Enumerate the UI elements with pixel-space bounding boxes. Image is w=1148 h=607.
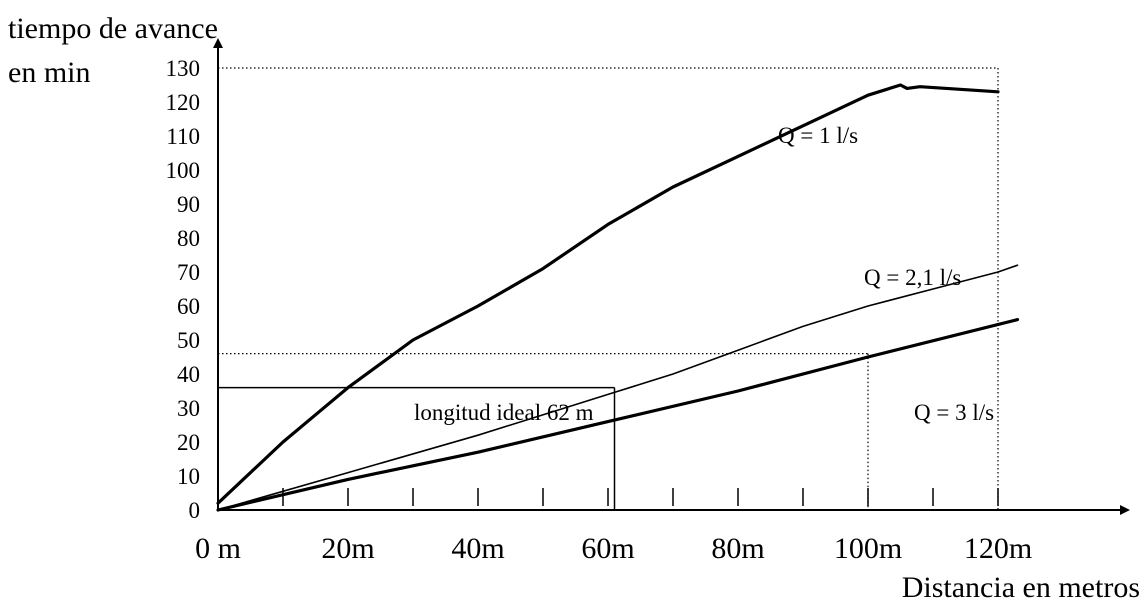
series-label-3: Q = 3 l/s <box>914 400 994 425</box>
y-tick-label: 30 <box>177 396 200 421</box>
y-tick-label: 130 <box>166 56 201 81</box>
x-tick-label: 80m <box>711 532 764 565</box>
y-axis-label-line1: tiempo de avance <box>8 12 218 45</box>
y-ticks: 0 10 20 30 40 50 60 70 80 90 100 110 120 130 <box>166 56 201 523</box>
series-labels: Q = 1 l/s Q = 2,1 l/s Q = 3 l/s longitud id… <box>414 123 994 425</box>
y-tick-label: 0 <box>189 498 201 523</box>
x-tick-label: 60m <box>581 532 634 565</box>
x-axis-label: Distancia en metros <box>902 571 1140 604</box>
y-tick-label: 100 <box>166 158 201 183</box>
series-line-1 <box>216 83 1000 505</box>
y-axis-label-line2: en min <box>8 56 91 89</box>
y-tick-label: 50 <box>177 328 200 353</box>
x-tick-label: 120m <box>964 532 1032 565</box>
axes <box>213 38 1130 515</box>
y-tick-label: 40 <box>177 362 200 387</box>
series-label-2: Q = 2,1 l/s <box>864 265 961 290</box>
x-tick-label: 0 m <box>195 532 241 565</box>
y-tick-label: 10 <box>177 464 200 489</box>
y-tick-label: 20 <box>177 430 200 455</box>
y-tick-label: 60 <box>177 294 200 319</box>
y-tick-label: 70 <box>177 260 200 285</box>
series-label-1: Q = 1 l/s <box>778 123 858 148</box>
series-line-2 <box>217 264 1019 511</box>
series-line-3 <box>216 318 1020 512</box>
reference-lines <box>218 67 999 510</box>
y-tick-label: 80 <box>177 226 200 251</box>
x-tick-label: 20m <box>321 532 374 565</box>
series-group <box>216 83 1020 512</box>
annotation-label: longitud ideal 62 m <box>414 400 594 425</box>
y-tick-label: 110 <box>166 124 200 149</box>
y-tick-label: 90 <box>177 192 200 217</box>
x-ticks: 0 m 20m 40m 60m 80m 100m 120m <box>195 488 1032 565</box>
y-tick-label: 120 <box>166 90 201 115</box>
x-tick-label: 100m <box>834 532 902 565</box>
x-tick-label: 40m <box>451 532 504 565</box>
